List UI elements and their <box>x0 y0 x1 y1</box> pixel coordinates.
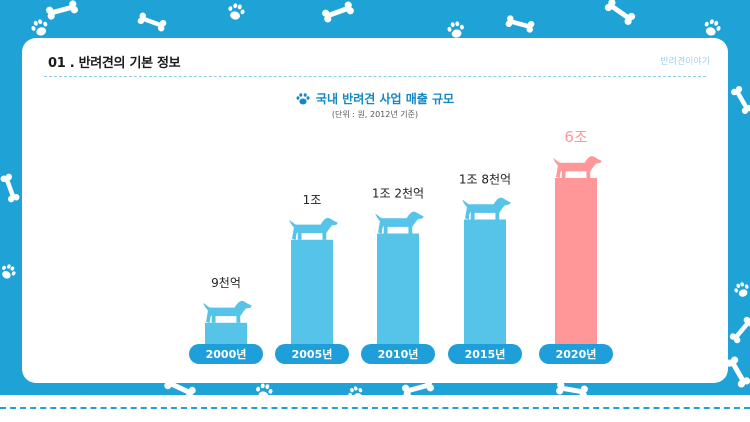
tick-label: 2000년 <box>206 347 247 361</box>
title-divider <box>44 76 706 77</box>
data-label: 1조 <box>303 193 322 207</box>
bar-chart: 9천억 2000년 1조 2005년 1조 2천억 2010년 1조 8천억 2015년 6조 2… <box>189 128 613 364</box>
bar <box>555 178 597 344</box>
paw-icon <box>447 21 464 38</box>
bone-icon <box>505 15 535 33</box>
data-label: 9천억 <box>211 275 241 290</box>
chart-title: 국내 반려견 사업 매출 규모 <box>315 92 455 106</box>
bar <box>205 322 247 344</box>
data-label: 1조 2천억 <box>372 185 424 200</box>
paw-icon <box>2 264 16 279</box>
tick-label: 2015년 <box>465 347 506 361</box>
bar <box>464 219 506 344</box>
bone-icon <box>322 1 354 23</box>
chart-subtitle: (단위 : 원, 2012년 기준) <box>331 110 419 119</box>
tick-label: 2005년 <box>292 347 333 361</box>
bar <box>291 239 333 344</box>
bone-icon <box>729 316 750 344</box>
slide-title: 01 . 반려견의 기본 정보 <box>48 56 181 71</box>
bottom-dashed-line <box>0 407 750 409</box>
paw-icon <box>734 282 749 297</box>
content-card: 01 . 반려견의 기본 정보 반려견이야기 국내 반려견 사업 매출 규모 (… <box>22 38 728 383</box>
year-pill <box>539 344 613 364</box>
bone-icon <box>0 173 20 203</box>
bone-icon <box>46 0 78 20</box>
brand-label: 반려견이야기 <box>660 57 710 67</box>
paw-icon <box>704 19 721 36</box>
chart-title-row: 국내 반려견 사업 매출 규모 <box>22 90 728 108</box>
data-label: 6조 <box>564 128 588 146</box>
bone-icon <box>137 12 167 32</box>
bar <box>377 233 419 344</box>
bottom-band <box>0 395 750 422</box>
year-pill <box>361 344 435 364</box>
paw-icon <box>228 3 245 20</box>
bone-icon <box>731 86 750 114</box>
bone-icon <box>604 0 636 25</box>
year-pill <box>275 344 349 364</box>
tick-label: 2020년 <box>556 347 597 361</box>
dog-icon <box>375 211 424 234</box>
paw-icon <box>296 93 310 108</box>
paw-icon <box>31 19 48 36</box>
dog-icon <box>203 300 252 323</box>
dog-icon <box>553 156 602 178</box>
tick-label: 2010년 <box>378 347 419 361</box>
dog-icon <box>462 197 511 220</box>
bone-icon <box>725 356 750 388</box>
dog-icon <box>289 217 338 240</box>
data-label: 1조 8천억 <box>459 172 511 187</box>
year-pill <box>189 344 263 364</box>
year-pill <box>448 344 522 364</box>
